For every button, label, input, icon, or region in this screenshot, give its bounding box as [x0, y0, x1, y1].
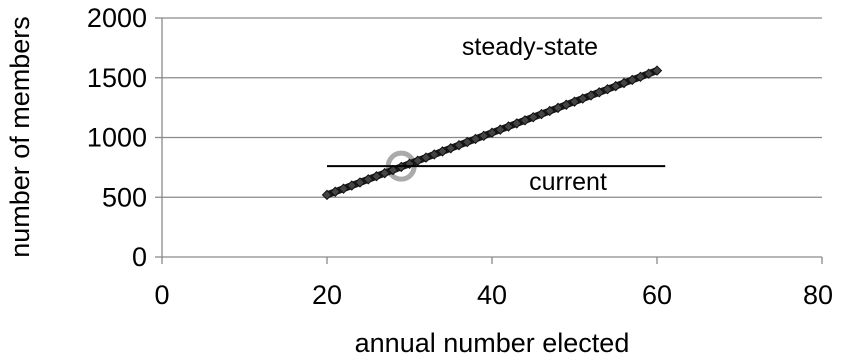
- x-tick-label-0: 0: [154, 280, 169, 310]
- data-point-steady-state-13: [429, 149, 440, 160]
- data-point-steady-state-35: [610, 80, 621, 92]
- data-point-steady-state-25: [528, 111, 539, 123]
- data-point-steady-state-23: [511, 118, 522, 129]
- data-point-steady-state-18: [470, 133, 481, 145]
- data-point-steady-state-40: [651, 65, 663, 76]
- data-point-steady-state-32: [585, 90, 597, 101]
- y-axis-title: number of members: [5, 16, 35, 258]
- data-point-steady-state-7: [379, 167, 390, 179]
- data-point-steady-state-39: [643, 68, 654, 79]
- data-point-steady-state-31: [577, 93, 588, 104]
- x-tick-label-80: 80: [803, 280, 833, 310]
- data-point-steady-state-27: [544, 105, 555, 117]
- data-point-steady-state-26: [536, 108, 547, 120]
- gridlines: [162, 17, 822, 198]
- data-point-steady-state-6: [371, 171, 382, 182]
- x-tick-label-20: 20: [312, 280, 342, 310]
- x-axis-title: annual number elected: [355, 328, 630, 357]
- x-tick-label-60: 60: [642, 280, 672, 310]
- data-point-steady-state-29: [561, 99, 572, 110]
- axes: [155, 17, 823, 264]
- data-point-steady-state-37: [627, 74, 638, 86]
- y-tick-label-1500: 1500: [87, 63, 147, 93]
- tick-labels: 0 500 1000 1500 2000 0 20 40 60 80: [87, 3, 833, 310]
- x-tick-label-40: 40: [477, 280, 507, 310]
- data-point-steady-state-36: [618, 77, 630, 89]
- data-point-steady-state-4: [354, 177, 366, 188]
- annotation-steady-state: steady-state: [462, 33, 598, 61]
- data-point-steady-state-20: [486, 127, 498, 138]
- data-point-steady-state-1: [330, 186, 341, 197]
- series-steady-state: [321, 65, 663, 201]
- data-point-steady-state-15: [445, 143, 456, 154]
- data-point-steady-state-5: [363, 174, 374, 185]
- data-point-steady-state-33: [594, 87, 605, 98]
- data-point-steady-state-30: [569, 96, 580, 107]
- data-point-steady-state-14: [437, 146, 448, 157]
- data-point-steady-state-2: [338, 183, 349, 194]
- annotation-current: current: [529, 168, 607, 196]
- data-point-steady-state-38: [635, 71, 646, 83]
- data-point-steady-state-3: [346, 180, 357, 191]
- data-point-steady-state-12: [420, 152, 432, 163]
- plot-area: [321, 65, 666, 201]
- y-tick-label-2000: 2000: [87, 3, 147, 33]
- data-point-steady-state-16: [453, 139, 465, 151]
- data-point-steady-state-0: [321, 189, 333, 201]
- y-tick-label-1000: 1000: [87, 123, 147, 153]
- y-tick-label-0: 0: [132, 242, 147, 272]
- data-point-steady-state-22: [503, 121, 514, 132]
- data-point-steady-state-17: [462, 136, 473, 148]
- data-point-steady-state-28: [552, 102, 564, 114]
- data-point-steady-state-8: [387, 164, 399, 176]
- data-point-steady-state-21: [495, 124, 506, 135]
- data-point-steady-state-24: [519, 115, 531, 126]
- data-point-steady-state-34: [602, 84, 613, 95]
- y-tick-label-500: 500: [102, 182, 147, 212]
- data-point-steady-state-19: [478, 130, 489, 142]
